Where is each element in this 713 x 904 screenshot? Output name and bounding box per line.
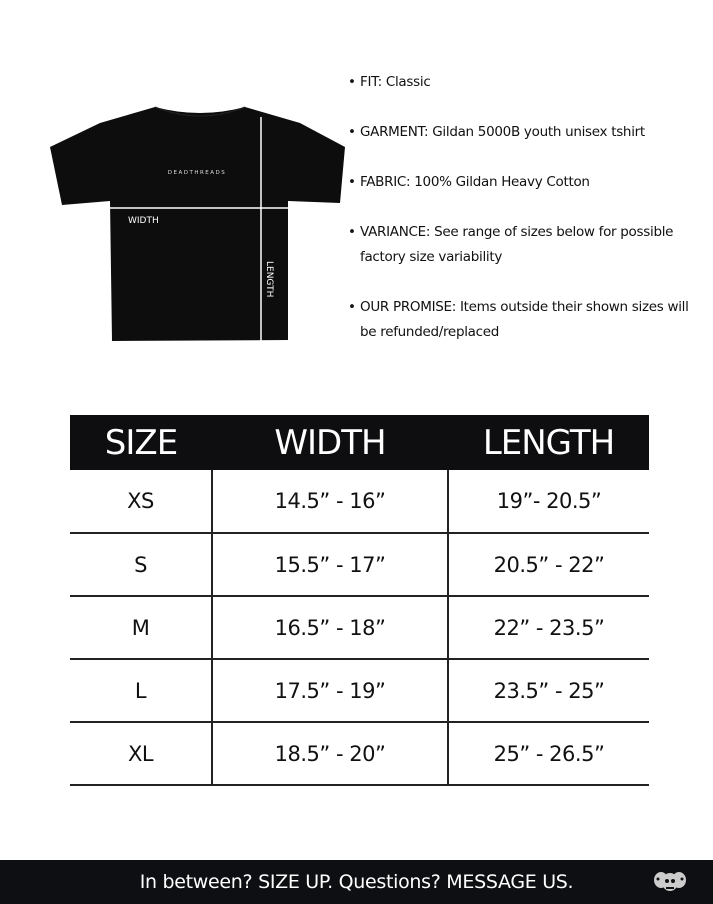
- brand-print: DEADTHREADS: [168, 170, 227, 176]
- spec-fit: • FIT: Classic: [348, 70, 708, 95]
- footer-text: In between? SIZE UP. Questions? MESSAGE …: [139, 871, 574, 893]
- cell-width: 17.5” - 19”: [211, 659, 448, 723]
- cell-width: 14.5” - 16”: [211, 470, 448, 534]
- size-table: SIZE WIDTH LENGTH XS 14.5” - 16” 19”- 20.5…: [70, 415, 649, 786]
- cell-width: 15.5” - 17”: [211, 533, 448, 597]
- header-length: LENGTH: [448, 415, 649, 470]
- spec-text: GARMENT: Gildan 5000B youth unisex tshir…: [360, 124, 645, 140]
- spec-fabric: • FABRIC: 100% Gildan Heavy Cotton: [348, 170, 708, 195]
- table-row: L 17.5” - 19” 23.5” - 25”: [70, 659, 649, 723]
- table-row: M 16.5” - 18” 22” - 23.5”: [70, 596, 649, 660]
- cell-length: 22” - 23.5”: [447, 596, 649, 660]
- cell-length: 23.5” - 25”: [447, 659, 649, 723]
- cell-size: XS: [70, 470, 212, 534]
- spec-text: FIT: Classic: [360, 74, 431, 90]
- cell-size: L: [70, 659, 212, 723]
- cell-length: 25” - 26.5”: [447, 722, 649, 786]
- cell-length: 19”- 20.5”: [447, 470, 649, 534]
- cell-size: M: [70, 596, 212, 660]
- length-label: LENGTH: [264, 261, 274, 297]
- header-size: SIZE: [70, 415, 212, 470]
- cell-length: 20.5” - 22”: [447, 533, 649, 597]
- footer-banner: In between? SIZE UP. Questions? MESSAGE …: [0, 860, 713, 904]
- tshirt-diagram: DEADTHREADS WIDTH LENGTH: [50, 106, 345, 341]
- cell-size: XL: [70, 722, 212, 786]
- spec-promise: • OUR PROMISE: Items outside their shown …: [348, 295, 708, 345]
- header-width: WIDTH: [212, 415, 448, 470]
- tshirt-shape: [50, 107, 345, 341]
- table-row: XL 18.5” - 20” 25” - 26.5”: [70, 722, 649, 786]
- width-label: WIDTH: [128, 216, 159, 226]
- spec-text: VARIANCE: See range of sizes below for p…: [360, 224, 674, 265]
- cell-width: 16.5” - 18”: [211, 596, 448, 660]
- spec-garment: • GARMENT: Gildan 5000B youth unisex tshi…: [348, 120, 708, 145]
- table-row: XS 14.5” - 16” 19”- 20.5”: [70, 470, 649, 534]
- spec-list: • FIT: Classic • GARMENT: Gildan 5000B you…: [348, 70, 708, 370]
- cell-width: 18.5” - 20”: [211, 722, 448, 786]
- spec-text: OUR PROMISE: Items outside their shown s…: [360, 299, 689, 340]
- spec-variance: • VARIANCE: See range of sizes below for …: [348, 220, 708, 270]
- table-row: S 15.5” - 17” 20.5” - 22”: [70, 533, 649, 597]
- skulls-logo-icon: [654, 872, 686, 891]
- spec-text: FABRIC: 100% Gildan Heavy Cotton: [360, 174, 590, 190]
- table-header: SIZE WIDTH LENGTH: [70, 415, 649, 470]
- cell-size: S: [70, 533, 212, 597]
